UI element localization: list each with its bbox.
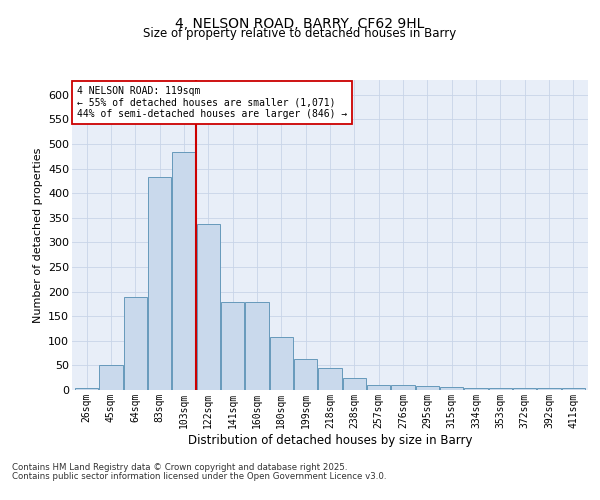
Bar xyxy=(319,368,341,390)
Bar xyxy=(148,178,171,390)
Bar xyxy=(440,386,463,390)
Bar xyxy=(538,388,560,390)
Bar xyxy=(172,152,196,390)
Bar xyxy=(270,337,293,390)
Y-axis label: Number of detached properties: Number of detached properties xyxy=(32,148,43,322)
Text: Size of property relative to detached houses in Barry: Size of property relative to detached ho… xyxy=(143,28,457,40)
Bar xyxy=(245,302,269,390)
Bar xyxy=(75,388,98,390)
X-axis label: Distribution of detached houses by size in Barry: Distribution of detached houses by size … xyxy=(188,434,472,446)
Text: 4, NELSON ROAD, BARRY, CF62 9HL: 4, NELSON ROAD, BARRY, CF62 9HL xyxy=(175,18,425,32)
Bar xyxy=(124,296,147,390)
Bar xyxy=(197,224,220,390)
Bar xyxy=(489,388,512,390)
Bar xyxy=(294,360,317,390)
Bar xyxy=(367,384,390,390)
Bar xyxy=(513,388,536,390)
Text: Contains HM Land Registry data © Crown copyright and database right 2025.: Contains HM Land Registry data © Crown c… xyxy=(12,464,347,472)
Bar xyxy=(221,302,244,390)
Bar xyxy=(391,384,415,390)
Bar xyxy=(562,388,585,390)
Text: 4 NELSON ROAD: 119sqm
← 55% of detached houses are smaller (1,071)
44% of semi-d: 4 NELSON ROAD: 119sqm ← 55% of detached … xyxy=(77,86,347,120)
Bar xyxy=(464,388,488,390)
Bar xyxy=(343,378,366,390)
Bar xyxy=(416,386,439,390)
Text: Contains public sector information licensed under the Open Government Licence v3: Contains public sector information licen… xyxy=(12,472,386,481)
Bar xyxy=(100,366,122,390)
